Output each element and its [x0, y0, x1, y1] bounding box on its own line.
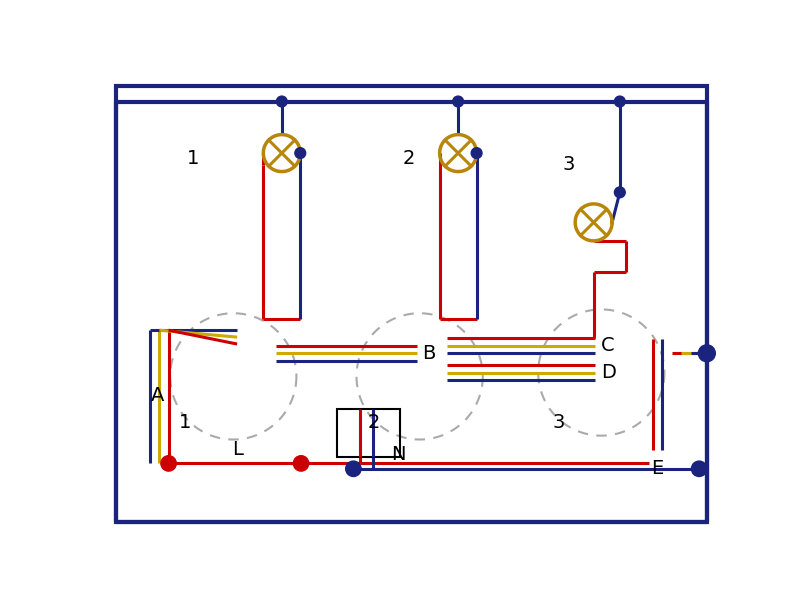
Circle shape — [160, 456, 176, 471]
Circle shape — [452, 96, 463, 107]
Text: B: B — [421, 344, 435, 363]
Text: 1: 1 — [179, 413, 192, 432]
Text: 3: 3 — [561, 155, 573, 174]
Circle shape — [293, 456, 308, 471]
Circle shape — [614, 96, 625, 107]
Text: C: C — [601, 336, 614, 355]
Text: L: L — [232, 440, 242, 459]
Text: 3: 3 — [551, 413, 564, 432]
Text: E: E — [650, 459, 662, 477]
Circle shape — [471, 147, 481, 158]
Text: 2: 2 — [402, 149, 415, 168]
Bar — [337, 409, 400, 458]
Text: 2: 2 — [367, 413, 379, 432]
Text: 1: 1 — [187, 149, 199, 168]
Circle shape — [691, 461, 706, 477]
Circle shape — [614, 187, 625, 197]
Circle shape — [346, 461, 361, 477]
Circle shape — [294, 147, 306, 158]
Circle shape — [276, 96, 287, 107]
Text: D: D — [601, 363, 615, 382]
Text: N: N — [391, 445, 406, 464]
Text: A: A — [151, 386, 164, 405]
Circle shape — [698, 345, 715, 362]
